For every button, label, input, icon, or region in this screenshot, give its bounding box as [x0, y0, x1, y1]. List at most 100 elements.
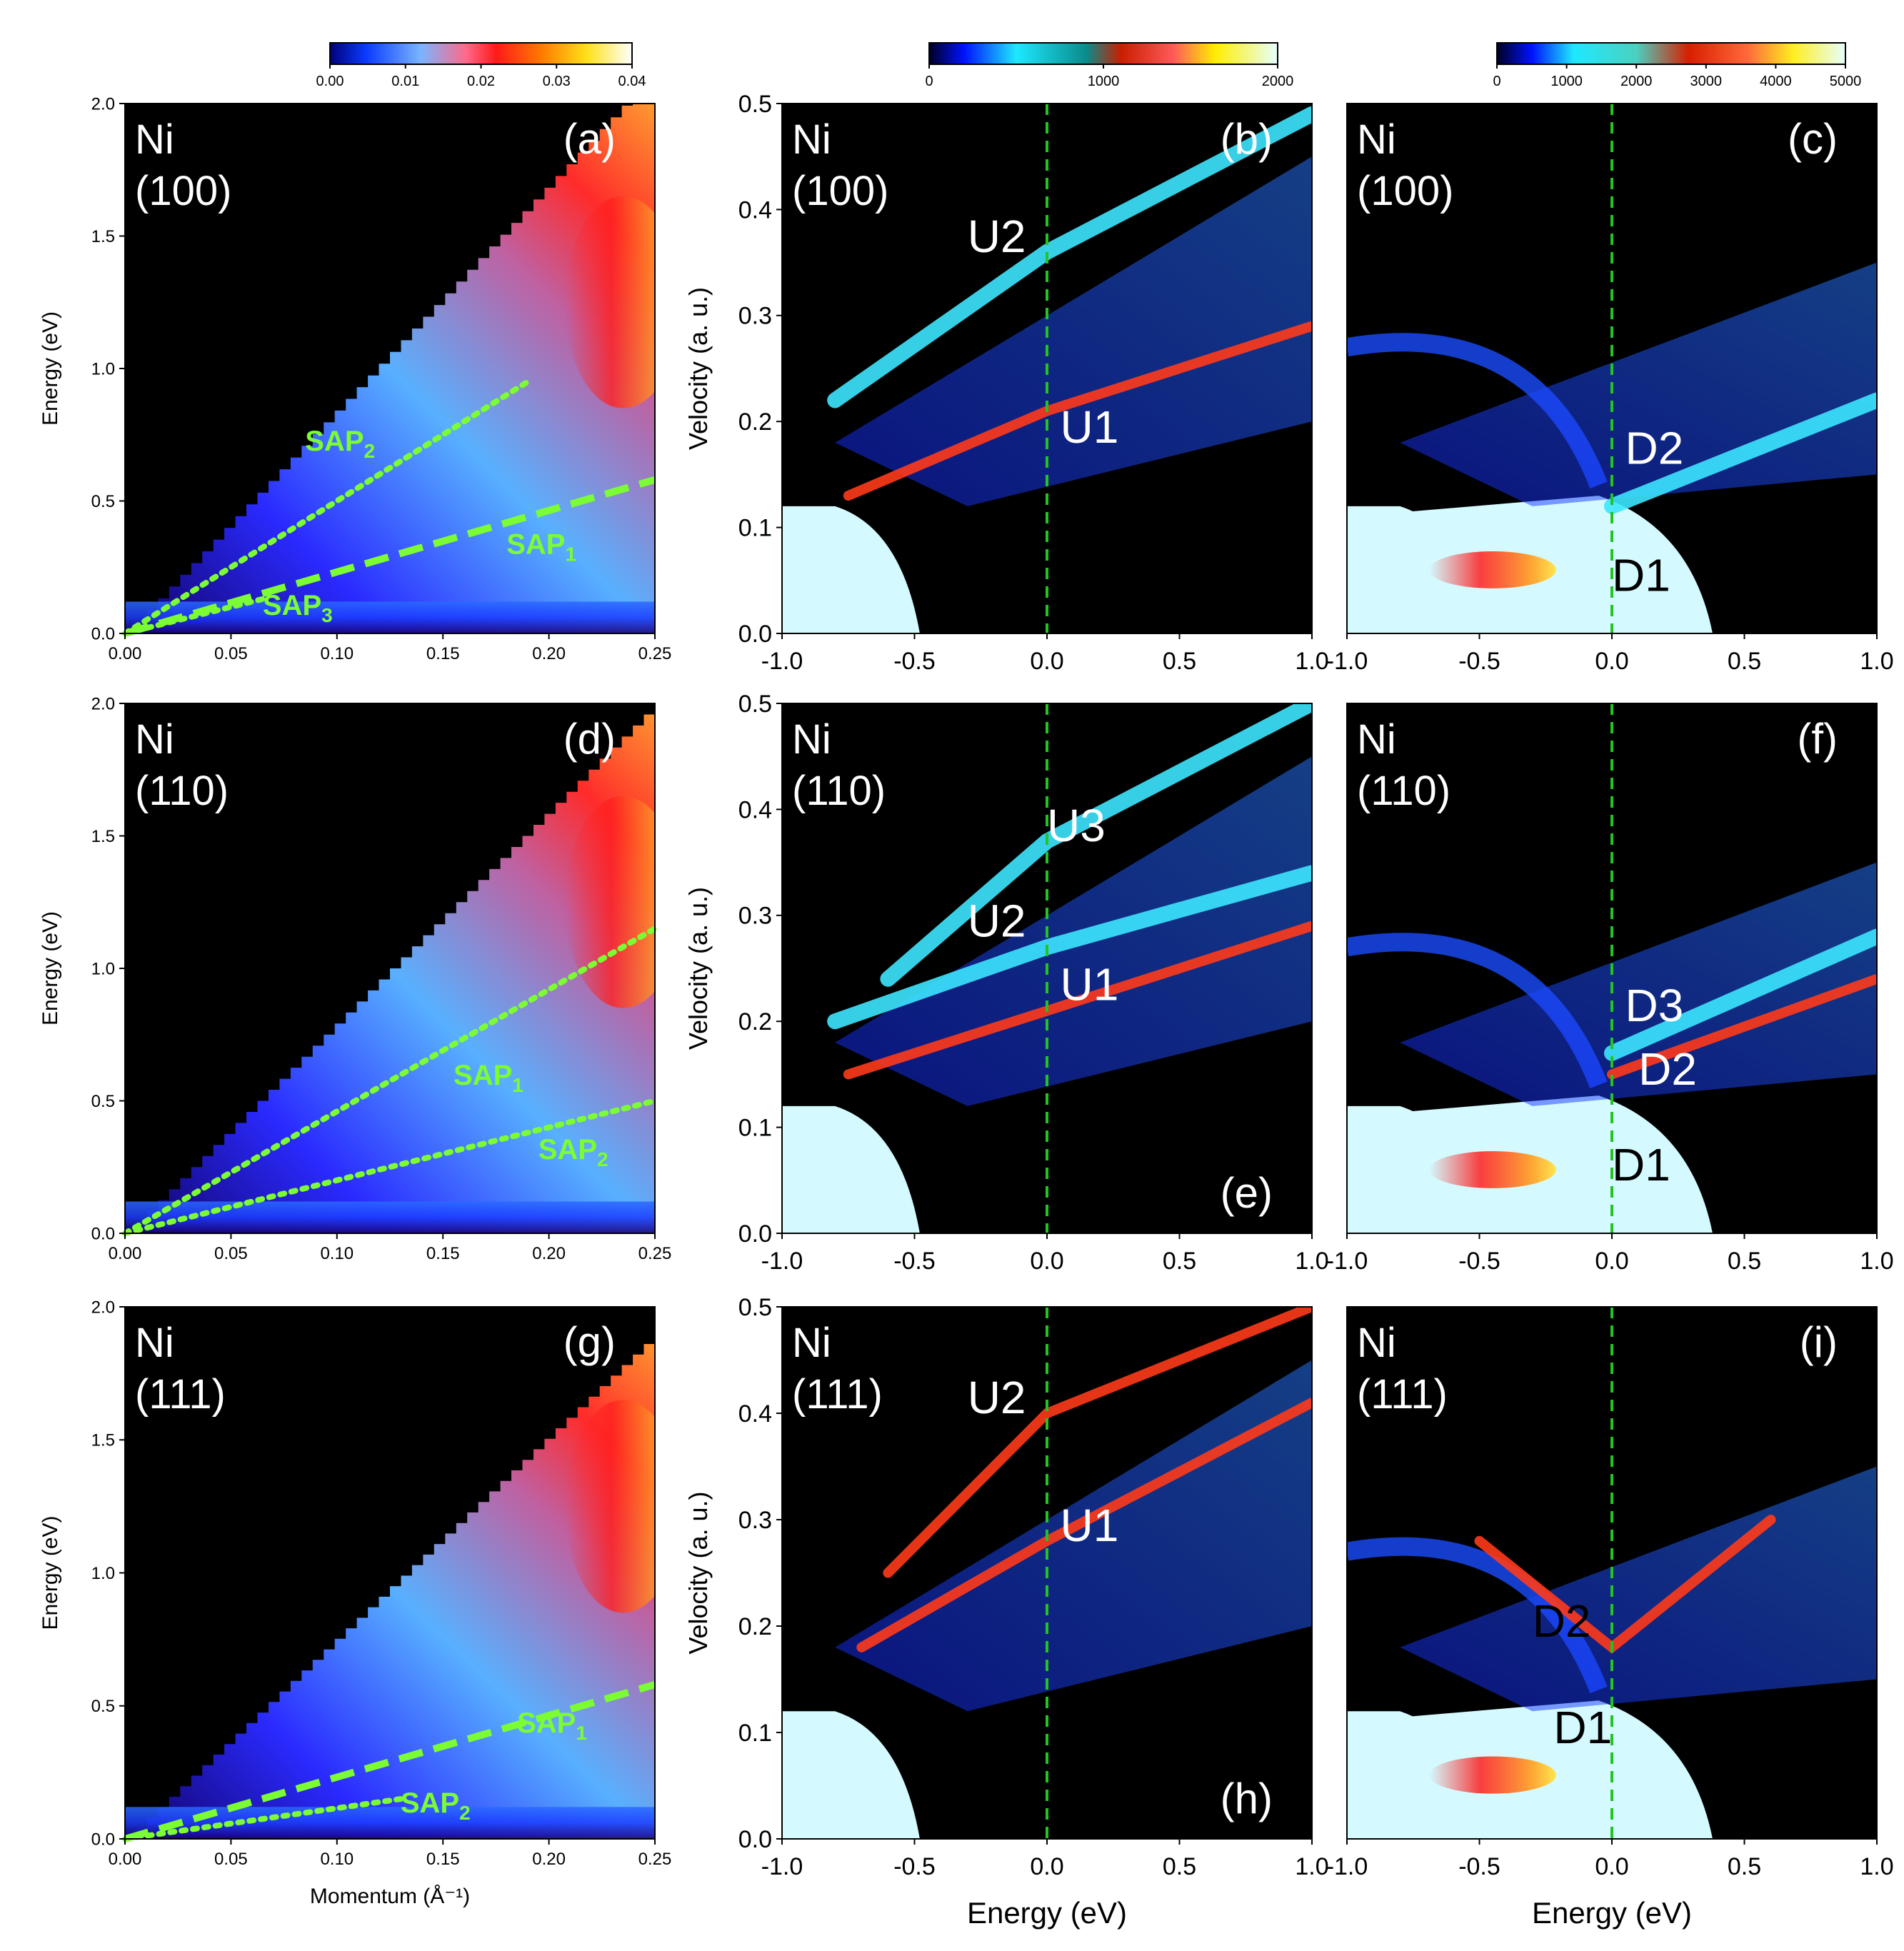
branch-label: U1 — [1061, 1500, 1119, 1551]
panel-d: SAP1 SAP2 Ni (110) (d) 0.00 0.05 0.10 0.15 0.20 0.… — [39, 694, 671, 1263]
y-tick-label: 0.3 — [738, 303, 772, 330]
heatmap-body — [125, 1333, 655, 1839]
colorbar-tick-label: 0.04 — [618, 74, 646, 89]
y-tick-label: 0.0 — [738, 1826, 772, 1853]
panel-b: U2 U1 Ni (100) (b) -1.0 -0.5 0.0 0.5 1.0 0.0 0.1 0.2… — [683, 91, 1329, 675]
branch-d2 — [1607, 973, 1877, 1080]
intensity-hotspot — [1429, 1150, 1557, 1188]
intensity-hotspot — [564, 796, 655, 1008]
x-tick-label: -0.5 — [893, 1248, 936, 1275]
band-label: SAP2 — [401, 1787, 471, 1824]
intensity-hotspot — [1429, 1756, 1557, 1794]
x-tick-label: -1.0 — [1326, 1853, 1368, 1880]
surface-label: (110) — [792, 768, 886, 814]
x-tick-label: 0.5 — [1728, 1853, 1761, 1880]
band-sap2 — [122, 1098, 658, 1236]
x-tick-label: 1.0 — [1295, 648, 1328, 675]
y-tick-label: 0.1 — [738, 1115, 772, 1142]
colorbar-tick-label: 3000 — [1690, 74, 1723, 89]
panel-label: (e) — [1221, 1169, 1273, 1217]
band-label: SAP2 — [538, 1134, 608, 1170]
branch-label: U1 — [1061, 401, 1119, 453]
x-tick-label: -1.0 — [761, 648, 803, 675]
colorbar-gradient — [1496, 42, 1846, 65]
colorbar-c: 0 1000 2000 3000 4000 5000 — [1493, 42, 1862, 89]
x-tick-label: 0.5 — [1728, 648, 1761, 675]
x-tick-label: 0.10 — [320, 1244, 354, 1263]
heatmap-body — [125, 703, 655, 1233]
panel-i: D2 D1 Ni (111) (i) -1.0 -0.5 0.0 0.5 1.0 Energy (e… — [1326, 1306, 1894, 1930]
material-label: Ni — [135, 1320, 174, 1366]
branch-u2 — [827, 106, 1312, 408]
branch-label: D2 — [1533, 1595, 1591, 1647]
band-sap1 — [122, 926, 658, 1236]
panel-g: SAP1 SAP2 Ni (111) (g) 0.00 0.05 0.10 0.15 0.20 0.… — [39, 1298, 672, 1908]
saturated-region — [782, 506, 920, 633]
x-tick-label: 0.15 — [426, 1850, 460, 1869]
y-tick-label: 0.0 — [91, 624, 115, 643]
x-tick-label: 0.15 — [426, 644, 460, 663]
branch-label: D1 — [1553, 1702, 1612, 1753]
x-tick-label: 0.15 — [426, 1244, 460, 1263]
y-tick-label: 1.5 — [91, 227, 115, 246]
colorbar-tick-label: 5000 — [1830, 74, 1862, 89]
panel-label: (f) — [1797, 715, 1838, 763]
panel-label: (a) — [563, 115, 616, 163]
x-tick-label: 1.0 — [1295, 1248, 1328, 1275]
y-tick-label: 0.0 — [738, 621, 772, 648]
colorbar-tick-label: 0 — [925, 74, 933, 89]
y-tick-label: 1.0 — [91, 359, 115, 378]
branch-u2 — [883, 1307, 1312, 1578]
x-tick-label: 0.0 — [1595, 1853, 1628, 1880]
y-tick-label: 0.4 — [738, 796, 772, 823]
colorbar-tick-label: 1000 — [1550, 74, 1583, 89]
y-axis-label: Velocity (a. u.) — [683, 287, 713, 450]
x-axis-label: Energy (eV) — [1532, 1896, 1692, 1930]
colorbar-tick-label: 0.00 — [316, 74, 344, 89]
band-label: SAP1 — [454, 1060, 523, 1096]
y-tick-label: 1.5 — [91, 827, 115, 846]
y-tick-label: 0.5 — [91, 1092, 115, 1111]
colorbar-b: 0 1000 2000 — [925, 42, 1293, 89]
intensity-fan — [125, 1333, 655, 1839]
x-tick-label: 0.0 — [1595, 1248, 1628, 1275]
x-tick-label: 1.0 — [1860, 1248, 1893, 1275]
branch-label: D1 — [1612, 550, 1670, 601]
panel-e: U3 U2 U1 Ni (110) (e) -1.0 -0.5 0.0 0.5 1.0 0.0 0.1 0… — [683, 691, 1329, 1275]
panel-a: SAP2 SAP1 SAP3 Ni (100) (a) 0.00 0.05 0.10 0.15 0.… — [39, 94, 672, 663]
saturated-region — [782, 1105, 920, 1233]
y-tick-label: 0.0 — [91, 1830, 115, 1849]
y-tick-label: 2.0 — [91, 694, 115, 713]
x-tick-label: 0.00 — [109, 644, 142, 663]
y-tick-label: 1.0 — [91, 1564, 115, 1583]
surface-label: (100) — [135, 168, 231, 214]
surface-label: (111) — [792, 1371, 883, 1418]
heatmap-body — [125, 104, 655, 633]
material-label: Ni — [1357, 1320, 1396, 1366]
y-tick-label: 0.4 — [738, 196, 772, 224]
colorbar-tick-label: 0.03 — [543, 74, 571, 89]
x-tick-label: 0.0 — [1030, 1248, 1063, 1275]
branch-label: D2 — [1638, 1043, 1697, 1095]
band-label: SAP2 — [305, 426, 375, 462]
band-sap3 — [122, 596, 266, 636]
band-label: SAP3 — [263, 590, 333, 626]
y-tick-label: 1.5 — [91, 1431, 115, 1450]
material-label: Ni — [792, 1320, 831, 1366]
x-tick-label: 0.0 — [1595, 648, 1628, 675]
x-tick-label: 0.25 — [638, 1850, 672, 1869]
surface-label: (100) — [792, 168, 888, 214]
colorbar-a: 0.00 0.01 0.02 0.03 0.04 — [316, 42, 646, 89]
intensity-fan — [125, 703, 655, 1233]
x-tick-label: 0.25 — [638, 644, 672, 663]
x-tick-label: 0.05 — [214, 644, 248, 663]
intensity-floor — [125, 601, 655, 633]
branch-label: D3 — [1625, 980, 1684, 1031]
band-sap2 — [122, 1796, 404, 1842]
x-tick-label: 0.5 — [1163, 1853, 1196, 1880]
y-tick-label: 0.0 — [91, 1224, 115, 1243]
band-sap1 — [124, 476, 656, 637]
intensity-sheet — [835, 156, 1312, 506]
x-tick-label: 0.05 — [214, 1244, 248, 1263]
